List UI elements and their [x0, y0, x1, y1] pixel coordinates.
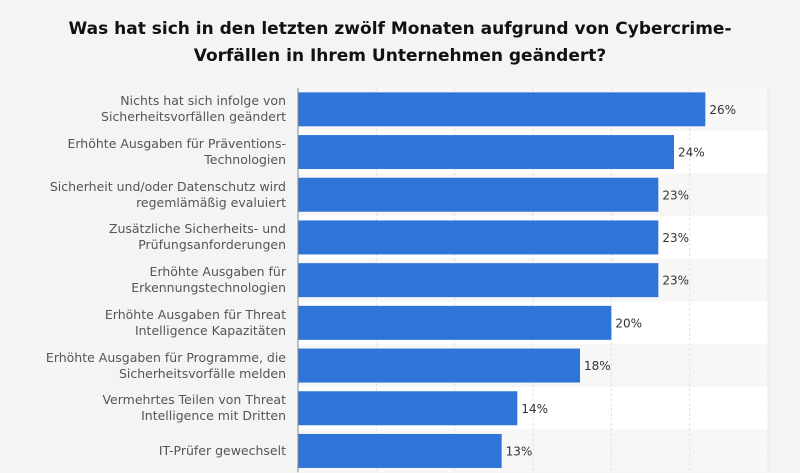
- bar: [298, 433, 502, 468]
- category-label: Vermehrtes Teilen von Threat Intelligenc…: [102, 392, 286, 424]
- value-label: 14%: [521, 402, 548, 416]
- category-label: Erhöhte Ausgaben für Präventions- Techno…: [67, 136, 286, 168]
- category-label: Nichts hat sich infolge von Sicherheitsv…: [101, 93, 286, 125]
- chart-title: Was hat sich in den letzten zwölf Monate…: [68, 19, 732, 66]
- value-label: 13%: [506, 444, 533, 458]
- value-label: 26%: [709, 103, 736, 117]
- value-label: 23%: [662, 231, 689, 245]
- bar: [298, 391, 518, 426]
- bar: [298, 263, 659, 298]
- bar: [298, 348, 580, 383]
- bar: [298, 305, 612, 340]
- value-label: 23%: [662, 274, 689, 288]
- category-label: Sicherheit und/oder Datenschutz wird reg…: [49, 178, 286, 210]
- value-label: 20%: [615, 316, 642, 330]
- bar: [298, 177, 659, 212]
- value-label: 18%: [584, 359, 611, 373]
- bar: [298, 135, 674, 170]
- bar: [298, 92, 706, 127]
- bar: [298, 220, 659, 255]
- category-label: IT-Prüfer gewechselt: [158, 442, 286, 458]
- category-label: Zusätzliche Sicherheits- und Prüfungsanf…: [108, 221, 286, 253]
- category-label: Erhöhte Ausgaben für Programme, die Sich…: [45, 349, 286, 381]
- category-label: Erhöhte Ausgaben für Threat Intelligence…: [104, 306, 286, 338]
- value-label: 24%: [678, 146, 705, 160]
- category-label: Erhöhte Ausgaben für Erkennungstechnolog…: [131, 264, 286, 296]
- value-label: 23%: [662, 188, 689, 202]
